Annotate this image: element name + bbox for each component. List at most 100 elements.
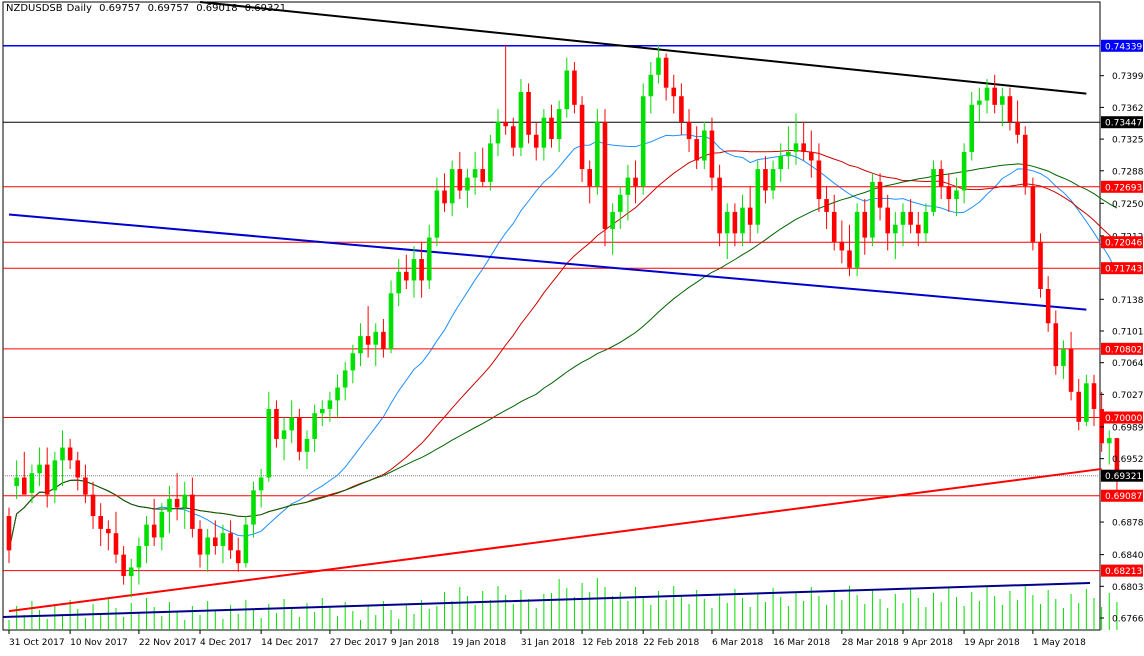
ma-red-line: [8, 150, 1118, 551]
lower-indicator-line: [2, 582, 1091, 618]
candle: [44, 447, 50, 508]
candle: [37, 447, 42, 487]
candle-body: [350, 353, 356, 371]
level-tag-label: 0.70802: [1105, 345, 1142, 355]
candle: [572, 61, 577, 114]
candle: [801, 121, 806, 161]
candle: [954, 177, 959, 217]
candle-body: [411, 259, 417, 281]
candle: [495, 109, 501, 157]
candle-body: [1038, 241, 1043, 290]
candle: [190, 477, 195, 538]
candle-body: [434, 190, 440, 238]
candle-body: [992, 87, 997, 105]
candle-body: [1076, 391, 1082, 422]
x-tick-label: 12 Feb 2018: [582, 638, 638, 648]
candle-body: [770, 169, 776, 191]
symbol-label: NZDUSDSB: [6, 3, 63, 14]
candle: [136, 537, 142, 585]
candle-body: [1106, 438, 1112, 444]
candle-body: [342, 370, 348, 388]
candle-body: [633, 177, 638, 187]
candle-body: [977, 100, 982, 105]
candle-body: [274, 408, 279, 439]
candle: [281, 417, 287, 461]
level-tag-label: 0.69087: [1105, 492, 1142, 502]
candle-body: [724, 211, 730, 234]
level-tag-box: [1101, 411, 1143, 424]
candle-body: [572, 70, 577, 105]
candle: [816, 143, 822, 212]
candle-body: [709, 130, 715, 178]
candle-body: [694, 139, 699, 161]
candle-body: [304, 438, 310, 452]
candle-body: [847, 250, 852, 268]
x-tick-label: 19 Jan 2018: [452, 638, 506, 648]
trendline-black-resistance: [199, 1, 1087, 95]
candle: [60, 430, 65, 487]
candle: [297, 408, 302, 461]
candle: [854, 203, 860, 277]
candle: [434, 177, 440, 247]
candle: [709, 117, 715, 191]
candle: [75, 451, 81, 491]
candle: [984, 79, 990, 114]
candle: [365, 306, 371, 358]
candle: [717, 164, 722, 247]
candle: [411, 246, 417, 298]
candle-body: [381, 331, 386, 349]
candle-body: [312, 413, 317, 439]
x-tick-label: 31 Jan 2018: [521, 638, 575, 648]
candle: [671, 74, 677, 114]
candle-body: [480, 169, 486, 182]
x-tick-label: 9 Apr 2018: [903, 638, 953, 648]
candle: [213, 520, 218, 555]
candle: [1022, 126, 1028, 195]
chart-header: NZDUSDSB Daily 0.69757 0.69757 0.69018 0.…: [6, 3, 290, 14]
candle: [1106, 430, 1112, 465]
candle-body: [67, 447, 73, 461]
candle-body: [854, 211, 860, 268]
trendline-blue-trend: [8, 213, 1087, 311]
candle-body: [1114, 438, 1120, 476]
candle-body: [984, 87, 990, 101]
candle: [938, 160, 944, 200]
candle-body: [625, 177, 631, 195]
candle: [6, 507, 12, 564]
candle: [1007, 87, 1013, 131]
candle-body: [1007, 96, 1013, 122]
candle: [694, 126, 699, 170]
candle: [1030, 177, 1036, 251]
current-price-tag-box: [1101, 469, 1143, 482]
candle-body: [1015, 121, 1020, 135]
candle: [503, 44, 508, 135]
candle: [52, 451, 58, 504]
candle: [579, 96, 585, 182]
candle: [419, 241, 424, 298]
candle: [556, 100, 562, 152]
candle: [304, 430, 310, 469]
candle-body: [167, 498, 172, 512]
candle: [113, 511, 119, 564]
candle-body: [396, 271, 401, 294]
candle: [847, 224, 852, 277]
x-tick-label: 19 Apr 2018: [964, 638, 1020, 648]
candle: [900, 203, 906, 247]
candle-body: [60, 447, 65, 461]
candle: [205, 528, 210, 572]
candle: [197, 520, 203, 568]
candle: [724, 203, 730, 260]
candle: [1038, 233, 1043, 298]
candle: [518, 79, 524, 157]
candle-body: [686, 121, 692, 140]
candle: [831, 194, 837, 251]
candle-body: [1084, 383, 1089, 422]
candle: [602, 109, 608, 247]
candle: [228, 520, 233, 559]
level-tag-label: 0.73447: [1105, 119, 1142, 129]
